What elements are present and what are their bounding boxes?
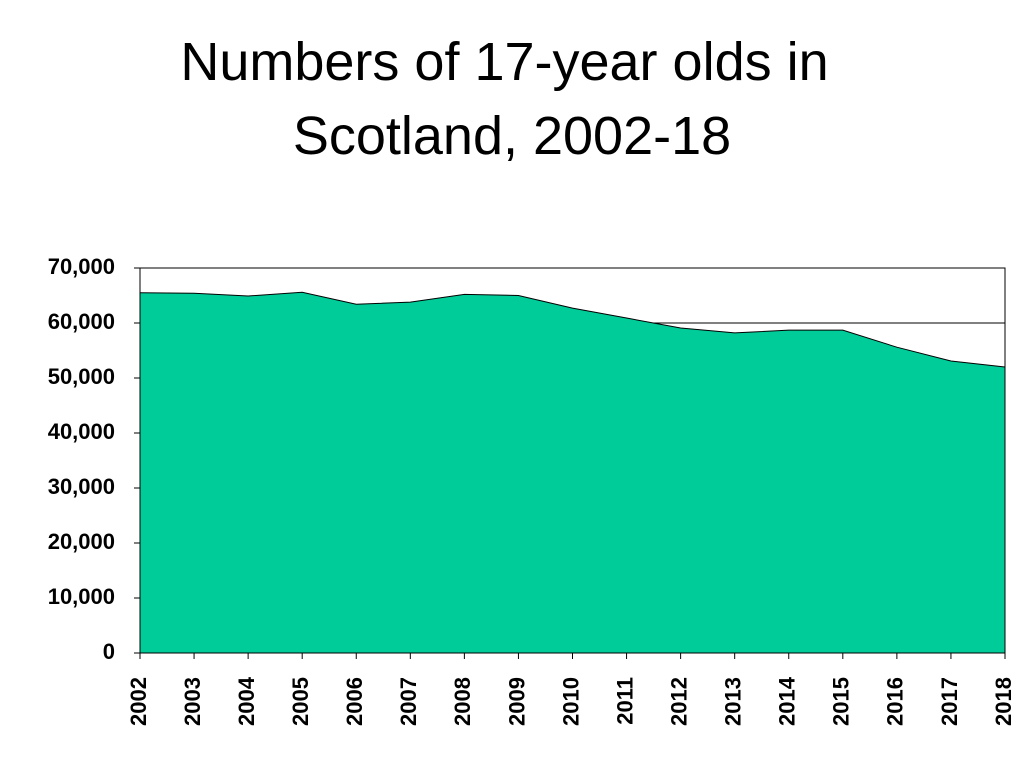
x-tick-label: 2010	[558, 677, 583, 726]
x-tick-label: 2008	[450, 677, 475, 726]
area	[140, 292, 1005, 653]
x-tick-label: 2014	[775, 676, 800, 726]
x-tick-label: 2007	[396, 677, 421, 726]
y-tick-label: 50,000	[48, 364, 115, 389]
y-tick-label: 40,000	[48, 419, 115, 444]
y-tick-label: 0	[103, 639, 115, 664]
x-tick-label: 2012	[666, 677, 691, 726]
chart-title: Numbers of 17-year olds in Scotland, 200…	[180, 32, 843, 166]
x-tick-label: 2006	[342, 677, 367, 726]
x-tick-label: 2005	[288, 677, 313, 726]
x-tick-label: 2013	[721, 677, 746, 726]
x-tick-label: 2016	[883, 677, 908, 726]
area-outline	[139, 291, 1006, 368]
x-tick-label: 2004	[234, 676, 259, 726]
x-tick-label: 2015	[829, 677, 854, 726]
x-tick-label: 2002	[126, 677, 151, 726]
x-tick-label: 2009	[504, 677, 529, 726]
title-line: Numbers of 17-year olds in	[180, 32, 828, 92]
y-tick-label: 20,000	[48, 529, 115, 554]
y-tick-label: 10,000	[48, 584, 115, 609]
x-tick-label: 2018	[991, 677, 1016, 726]
y-tick-label: 60,000	[48, 309, 115, 334]
x-tick-label: 2003	[180, 677, 205, 726]
title-line: Scotland, 2002-18	[293, 106, 731, 166]
x-tick-label: 2017	[937, 677, 962, 726]
y-tick-label: 30,000	[48, 474, 115, 499]
y-tick-label: 70,000	[48, 254, 115, 279]
x-tick-label: 2011	[612, 677, 637, 725]
